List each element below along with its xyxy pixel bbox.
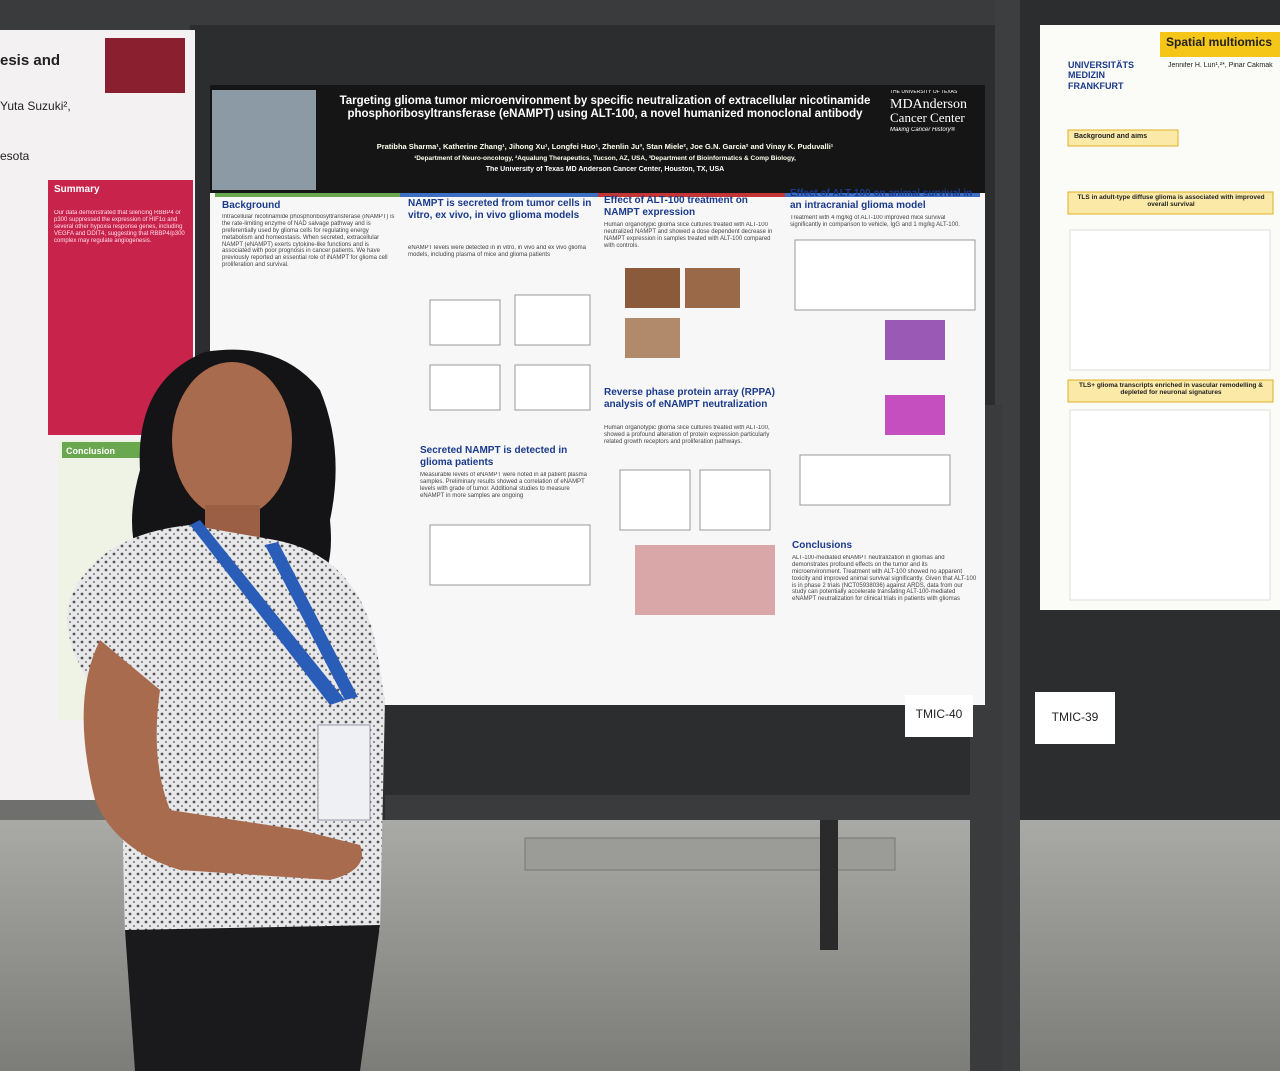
section-body: Measurable levels of eNAMPT were noted i… xyxy=(420,472,587,499)
right-logo: UNIVERSITÄTS MEDIZIN FRANKFURT xyxy=(1068,60,1135,91)
face xyxy=(172,362,292,518)
label-card xyxy=(905,695,973,737)
section-body: ALT-100-mediated eNAMPT neutralization i… xyxy=(792,555,977,603)
poster-title: Targeting glioma tumor microenvironment … xyxy=(339,95,871,121)
figure xyxy=(429,524,591,586)
figure xyxy=(429,299,501,346)
lanyard xyxy=(190,520,345,705)
board-rail xyxy=(385,795,975,820)
logo-sub: Cancer Center xyxy=(890,111,965,125)
pants xyxy=(125,925,380,1071)
poster-authors: Pratibha Sharma¹, Katherine Zhang¹, Jiho… xyxy=(376,143,834,151)
university-logo xyxy=(105,38,185,93)
figure xyxy=(794,239,976,311)
left-summary-heading: Summary xyxy=(54,184,100,195)
right-box-header xyxy=(1067,379,1274,403)
arm xyxy=(83,640,363,880)
right-box-title: TLS in adult-type diffuse glioma is asso… xyxy=(1077,194,1265,209)
heatmap xyxy=(885,395,945,435)
section-heading: Reverse phase protein array (RPPA) analy… xyxy=(604,387,775,410)
building-photo xyxy=(212,90,316,190)
heatmap xyxy=(885,320,945,360)
poster-institution: The University of Texas MD Anderson Canc… xyxy=(485,166,725,173)
figure xyxy=(429,364,501,411)
section-body: eNAMPT levels were detected in in vitro,… xyxy=(408,245,586,258)
lanyard xyxy=(265,542,358,700)
left-title: esis and xyxy=(0,52,61,69)
figure xyxy=(619,469,691,531)
section-body: Human organotypic glioma slice cultures … xyxy=(604,425,770,445)
right-authors: Jennifer H. Lun¹,²*, Pinar Cakmak xyxy=(1168,62,1273,69)
section-body: Treatment with 4 mg/kg of ALT-100 improv… xyxy=(790,215,960,228)
figure xyxy=(699,469,771,531)
board-label: TMIC-39 xyxy=(1051,711,1099,724)
main-poster-header xyxy=(210,85,985,193)
ihc-image xyxy=(685,268,740,308)
logo-name: MDAnderson xyxy=(890,97,967,112)
right-title: Spatial multiomics xyxy=(1166,36,1273,49)
right-box-header xyxy=(1067,191,1274,215)
column-bar xyxy=(785,193,980,197)
figure xyxy=(1069,229,1271,371)
left-conclusion-heading: Conclusion xyxy=(66,446,115,456)
column-bar xyxy=(400,193,598,197)
left-summary-text: Our data demonstrated that silencing RBB… xyxy=(54,210,185,244)
poster-affiliations: ¹Department of Neuro-oncology, ²Aqualung… xyxy=(414,155,796,162)
heatmap xyxy=(635,545,775,615)
board-label: TMIC-40 xyxy=(915,708,963,721)
section-body: Intracellular nicotinamide phosphoribosy… xyxy=(222,214,395,269)
label-card xyxy=(1035,692,1115,744)
section-heading: Effect of ALT-100 on animal survival in … xyxy=(790,188,973,211)
section-heading: Background xyxy=(222,200,281,211)
right-box-title: Background and aims xyxy=(1074,133,1148,140)
board-leg xyxy=(820,820,838,950)
badge xyxy=(317,724,371,821)
logo-top: THE UNIVERSITY OF TEXAS xyxy=(890,90,958,95)
column-bar xyxy=(215,193,400,197)
left-authors: Yuta Suzuki², xyxy=(0,100,71,113)
floor-panel xyxy=(524,837,896,871)
column-bar xyxy=(598,193,785,197)
figure xyxy=(514,294,591,346)
figure xyxy=(1069,409,1271,601)
section-heading: Conclusions xyxy=(792,540,853,551)
figure xyxy=(514,364,591,411)
section-heading: Secreted NAMPT is detected in glioma pat… xyxy=(420,445,568,468)
ihc-image xyxy=(625,268,680,308)
right-box-title: TLS+ glioma transcripts enriched in vasc… xyxy=(1078,382,1264,397)
section-heading: NAMPT is secreted from tumor cells in vi… xyxy=(408,198,592,221)
section-body: Human organotypic glioma slice cultures … xyxy=(604,222,773,249)
left-affiliation: esota xyxy=(0,150,30,163)
right-box-header xyxy=(1067,129,1179,147)
section-heading: Effect of ALT-100 treatment on NAMPT exp… xyxy=(604,195,748,218)
logo-tagline: Making Cancer History® xyxy=(890,127,956,133)
survival-plot xyxy=(799,454,951,506)
right-title-bar xyxy=(1160,32,1280,57)
ihc-image xyxy=(625,318,680,358)
